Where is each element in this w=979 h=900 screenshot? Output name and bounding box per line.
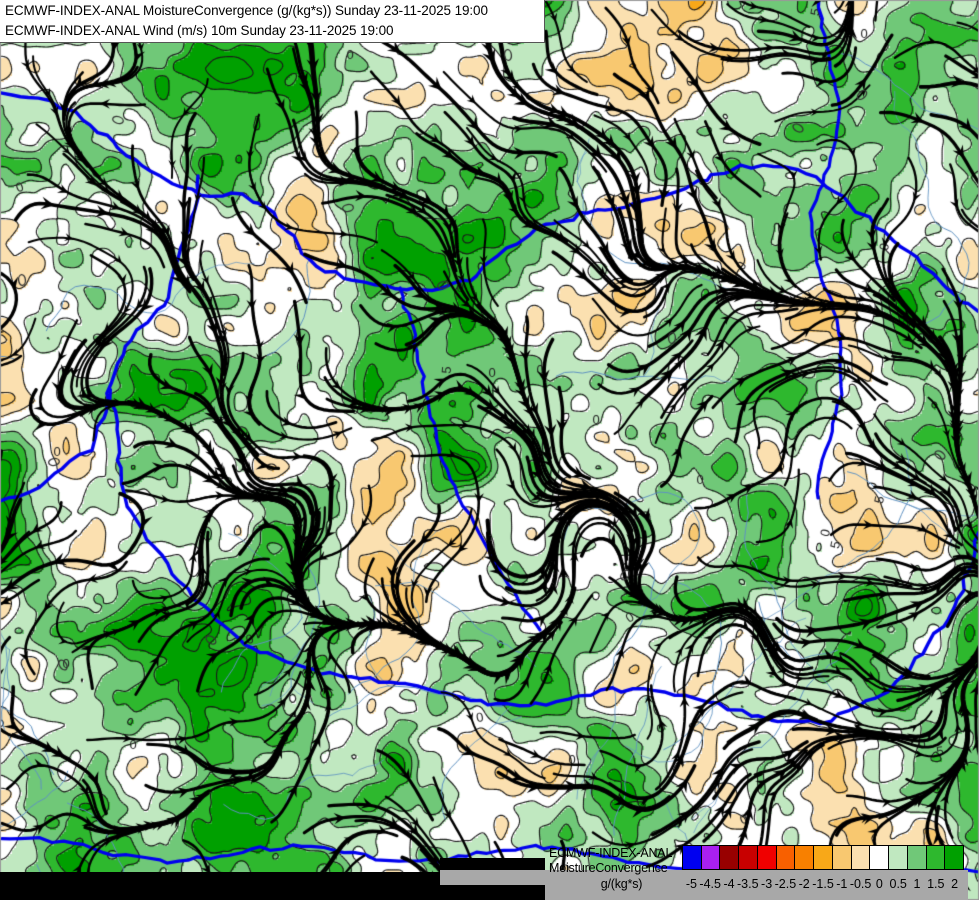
- colorbar-tick-4: -3: [761, 877, 773, 891]
- colorbar-swatch-13[interactable]: [926, 846, 946, 869]
- colorbar-swatch-2[interactable]: [720, 846, 740, 869]
- colorbar-swatch-0[interactable]: [683, 846, 702, 869]
- colorbar-tick-11: 0.5: [889, 877, 907, 891]
- colorbar-tick-labels: -5 -4.5 -4 -3.5 -3 -2.5 -2 -1.5 -1 -0.5 0 0.5 1 1.5 2: [682, 872, 964, 898]
- colorbar-swatch-4[interactable]: [757, 846, 777, 869]
- colorbar-swatch-9[interactable]: [851, 846, 871, 869]
- colorbar-tick-0: -5: [685, 877, 697, 891]
- legend-parameter-name: MoistureConvergence: [549, 861, 668, 875]
- colorbar-swatch-6[interactable]: [795, 846, 815, 869]
- colorbar-swatch-3[interactable]: [739, 846, 758, 869]
- map-title-panel: ECMWF-INDEX-ANAL MoistureConvergence (g/…: [0, 0, 545, 43]
- colorbar-tick-10: 0: [875, 877, 883, 891]
- colorbar-swatch-12[interactable]: [907, 846, 927, 869]
- legend-gray-extension: [440, 870, 545, 885]
- colorbar-tick-2: -4: [723, 877, 735, 891]
- legend-model-name: ECMWF-INDEX-ANAL: [549, 846, 673, 860]
- map-title-line-1: ECMWF-INDEX-ANAL MoistureConvergence (g/…: [5, 3, 488, 18]
- legend-units: g/(kg*s): [600, 877, 643, 891]
- colorbar-legend-panel: ECMWF-INDEX-ANAL MoistureConvergence g/(…: [440, 843, 968, 900]
- colorbar-tick-8: -1: [836, 877, 848, 891]
- colorbar-swatch-1[interactable]: [701, 846, 721, 869]
- colorbar-swatches[interactable]: [682, 845, 964, 870]
- colorbar-tick-6: -2: [798, 877, 810, 891]
- colorbar-swatch-11[interactable]: [889, 846, 908, 869]
- colorbar-tick-3: -3.5: [737, 877, 759, 891]
- colorbar-swatch-10[interactable]: [870, 846, 890, 869]
- colorbar-swatch-5[interactable]: [776, 846, 796, 869]
- legend-text-block: ECMWF-INDEX-ANAL MoistureConvergence g/(…: [549, 843, 694, 900]
- map-title-line-2: ECMWF-INDEX-ANAL Wind (m/s) 10m Sunday 2…: [5, 23, 394, 38]
- colorbar-swatch-14[interactable]: [945, 846, 964, 869]
- colorbar-tick-12: 1: [913, 877, 921, 891]
- colorbar-tick-14: 2: [951, 877, 959, 891]
- colorbar-swatch-8[interactable]: [832, 846, 852, 869]
- colorbar-tick-7: -1.5: [812, 877, 834, 891]
- colorbar-tick-9: -0.5: [849, 877, 872, 891]
- colorbar-tick-5: -2.5: [774, 877, 797, 891]
- legend-gray-background: [545, 870, 968, 900]
- colorbar-tick-1: -4.5: [699, 877, 721, 891]
- colorbar-swatch-7[interactable]: [814, 846, 833, 869]
- colorbar-tick-13: 1.5: [927, 877, 945, 891]
